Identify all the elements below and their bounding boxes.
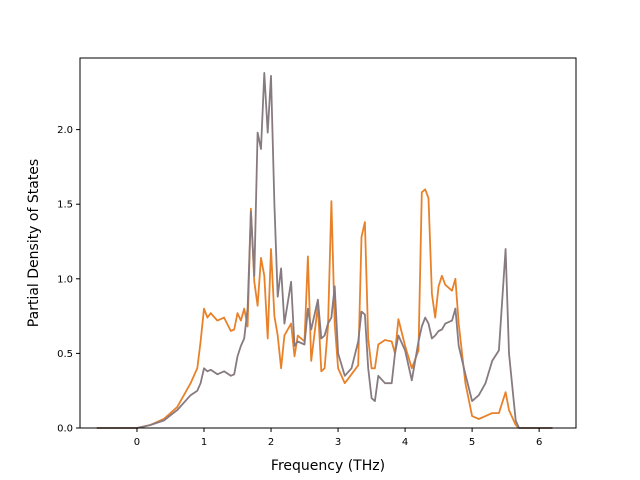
y-tick-label: 2.0	[57, 125, 73, 136]
y-tick-label: 0.0	[57, 424, 73, 435]
x-tick-label: 0	[134, 437, 140, 448]
x-tick-label: 6	[536, 437, 542, 448]
x-tick-label: 5	[469, 437, 475, 448]
x-axis-ticks: 0 1 2 3 4 5 6	[134, 428, 542, 448]
y-tick-label: 1.5	[57, 200, 73, 211]
series-line-1	[96, 188, 553, 429]
x-tick-label: 2	[268, 437, 274, 448]
series-line-2	[96, 72, 553, 429]
x-tick-label: 4	[402, 437, 408, 448]
x-tick-label: 3	[335, 437, 341, 448]
series-layer	[96, 72, 553, 429]
y-axis-label: Partial Density of States	[26, 159, 42, 327]
plot-frame	[79, 57, 577, 429]
y-axis-ticks: 0.0 0.5 1.0 1.5 2.0	[57, 125, 80, 435]
x-tick-label: 1	[201, 437, 207, 448]
x-axis-label: Frequency (THz)	[271, 458, 385, 474]
y-tick-label: 0.5	[57, 349, 73, 360]
y-tick-label: 1.0	[57, 274, 73, 285]
